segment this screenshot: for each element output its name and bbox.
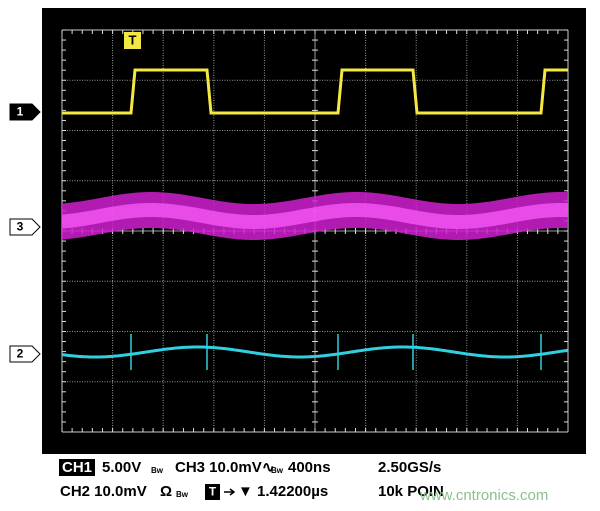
ch1-label-box [59,459,95,476]
watermark: www.cntronics.com [419,487,548,504]
ch2-marker: 2 [17,347,24,361]
trigger-marker-box [124,32,141,49]
ch1-trace [62,68,568,115]
sample-rate: 2.50GS/s [378,459,441,476]
ch2-marker-shape [9,345,41,363]
ch1-label: CH1 [62,459,92,476]
ch3-coupling: ∿ [262,459,275,476]
ch1-scale: 5.00V [102,459,141,476]
ch1-marker: 1 [17,105,24,119]
traces [61,68,569,370]
trigger-arrow [224,488,236,496]
ch1-bw: Bw [151,466,164,475]
trigger-icon: T [209,485,217,499]
ch3-marker: 3 [17,220,24,234]
ch3-scale: CH3 10.0mV [175,459,262,476]
ch1-marker-shape [9,103,41,121]
timebase: 400ns [288,459,331,476]
trigger-position: ▼ 1.42200µs [238,483,328,500]
ch2-bw: Bw [176,490,189,499]
ch2-coupling: Ω [160,483,172,500]
ch3-marker-shape [9,218,41,236]
ch2-scale: CH2 10.0mV [60,483,147,500]
ch2-trace [61,345,569,359]
trigger-marker: T [129,32,137,47]
trigger-icon-box [205,484,220,500]
record-length: 10k POIN [378,483,444,500]
ch3-bw: Bw [271,466,284,475]
ch3-trace-core [61,202,569,230]
